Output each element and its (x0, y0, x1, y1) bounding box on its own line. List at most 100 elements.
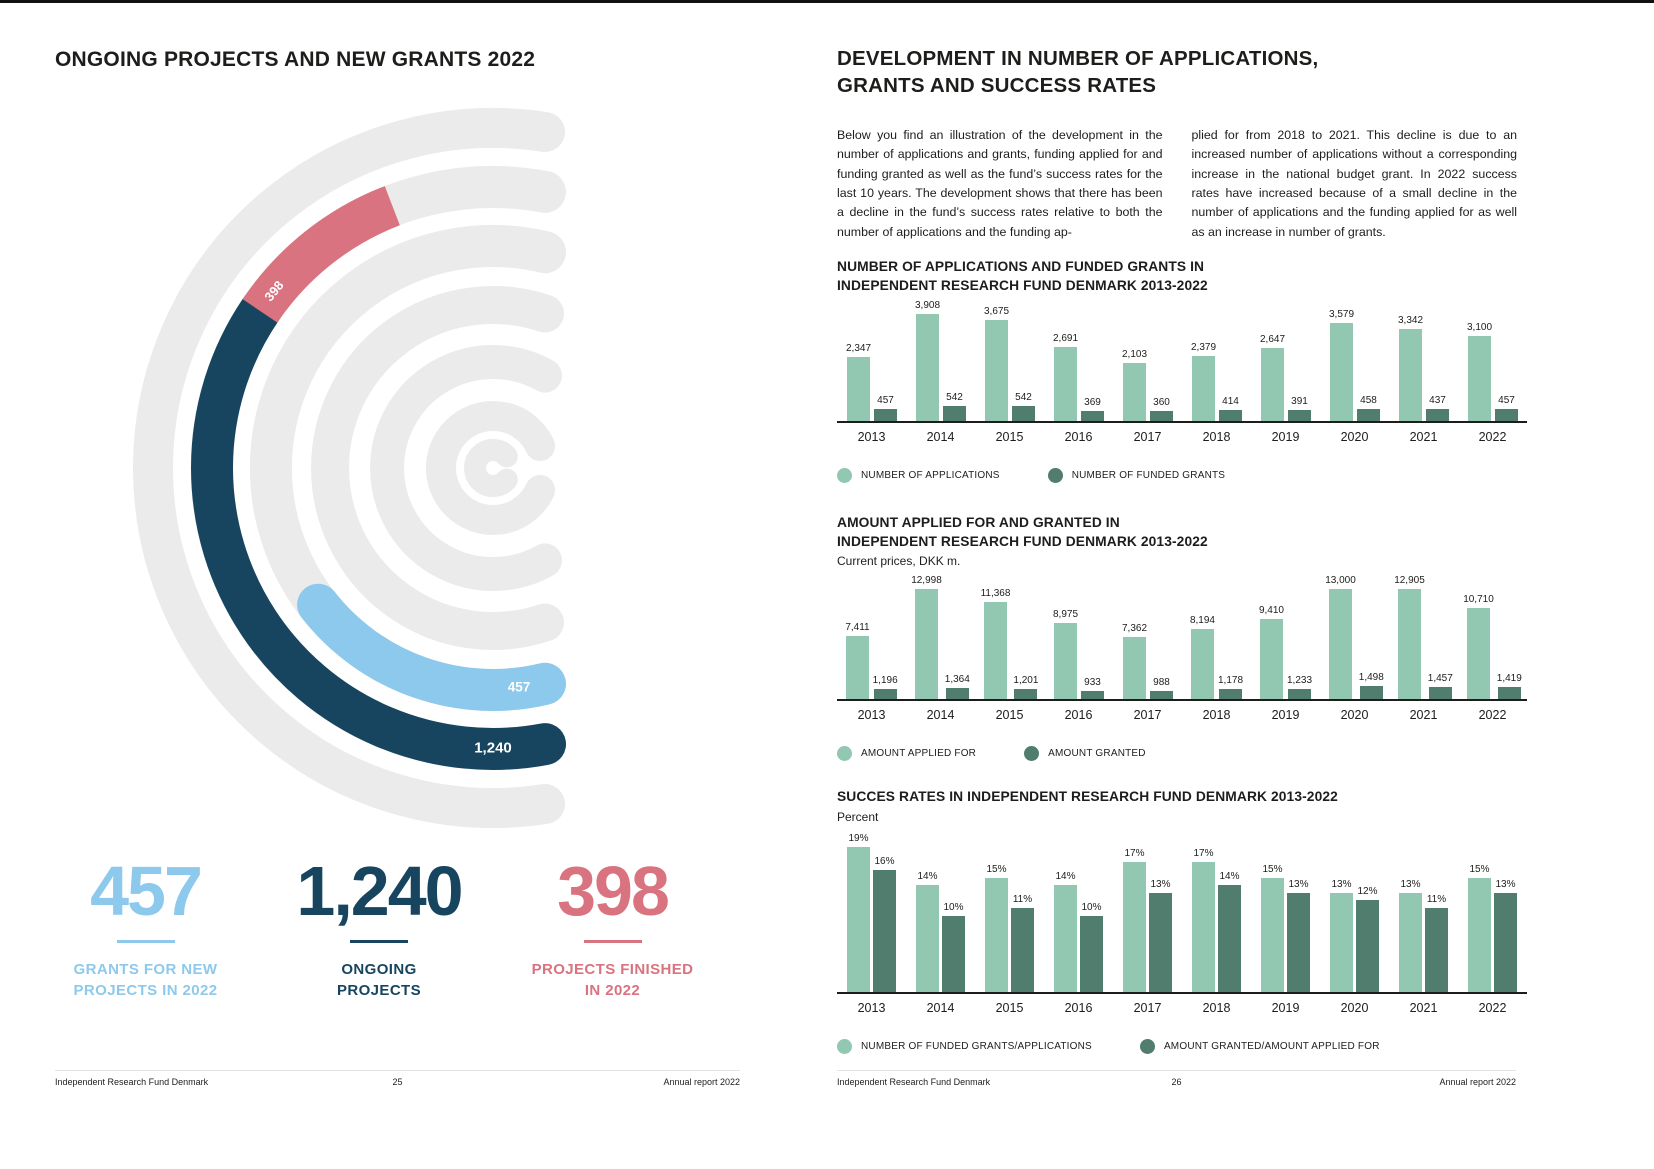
stat-value: 398 (557, 852, 670, 930)
intro-text: Below you find an illustration of the de… (837, 126, 1517, 242)
bar (874, 408, 898, 422)
bar-column: 13,000 (1325, 575, 1356, 700)
bar-value-label: 2,103 (1121, 349, 1148, 361)
chart-plot: 2,347 457 3,908 542 3,675 542 2,691 369 2,103 360… (837, 300, 1527, 424)
bar-value-label: 1,364 (944, 673, 970, 685)
chart-applications-and-grants: NUMBER OF APPLICATIONS AND FUNDED GRANTS… (837, 258, 1527, 484)
year-label: 2015 (995, 1000, 1024, 1015)
bar (1081, 411, 1105, 422)
bar (1219, 689, 1243, 700)
bar-value-label: 8,194 (1189, 615, 1215, 627)
bar-column: 10% (942, 902, 965, 992)
stat-underline (116, 940, 175, 943)
year-label: 2014 (926, 1000, 955, 1015)
bar-value-label: 12,998 (911, 574, 942, 586)
right-page-footer: Independent Research Fund Denmark 26 Ann… (837, 1070, 1516, 1087)
bar-group: 2,379 414 (1182, 342, 1251, 422)
bar-value-label: 7,411 (845, 622, 870, 634)
bar-value-label: 1,419 (1496, 673, 1522, 685)
chart-legend: NUMBER OF APPLICATIONS NUMBER OF FUNDED G… (837, 468, 1527, 484)
bar-column: 1,457 (1428, 673, 1453, 700)
bar-value-label: 16% (874, 856, 895, 868)
bar-group: 15% 11% (975, 864, 1044, 992)
bar (1012, 406, 1036, 422)
right-page-title: DEVELOPMENT IN NUMBER OF APPLICATIONS, G… (837, 47, 1319, 97)
bar-value-label: 13% (1400, 878, 1421, 890)
ring-arc (133, 108, 565, 828)
bar-group: 8,975 933 (1044, 609, 1113, 700)
arc-label-new-grants: 457 (508, 680, 531, 695)
bar-column: 12% (1356, 886, 1379, 992)
bar-group: 7,411 1,196 (837, 622, 906, 700)
bar-column: 542 (1012, 392, 1036, 422)
arc-label-ongoing: 1,240 (474, 740, 512, 757)
stat-ongoing-projects: 1,240 ONGOING PROJECTS (292, 856, 467, 1001)
bar-column: 12,998 (911, 575, 942, 700)
year-label: 2013 (857, 1000, 886, 1015)
bar-group: 3,100 457 (1458, 322, 1527, 422)
year-label: 2013 (857, 430, 886, 445)
bar-value-label: 458 (1360, 394, 1377, 406)
bar (983, 602, 1007, 700)
bar-column: 2,103 (1121, 349, 1148, 422)
bar (1218, 885, 1241, 992)
bar-value-label: 1,498 (1358, 672, 1384, 684)
legend-swatch-icon (837, 746, 852, 762)
bar-value-label: 19% (848, 833, 869, 845)
bar-value-label: 10% (943, 901, 964, 913)
bar (943, 406, 967, 422)
bar-column: 3,908 (915, 300, 940, 422)
bar-value-label: 1,178 (1218, 675, 1244, 687)
bar (985, 320, 1008, 422)
bar (1466, 608, 1490, 700)
bar-column: 1,196 (873, 675, 898, 700)
bar-column: 391 (1288, 396, 1312, 422)
bar (1259, 619, 1283, 700)
left-page-title: ONGOING PROJECTS AND NEW GRANTS 2022 (55, 48, 536, 71)
footer-org: Independent Research Fund Denmark (837, 1077, 991, 1087)
footer-org: Independent Research Fund Denmark (55, 1077, 209, 1087)
year-label: 2013 (857, 708, 886, 723)
bar-group: 17% 14% (1182, 848, 1251, 992)
year-label: 2016 (1064, 430, 1093, 445)
bar-value-label: 17% (1124, 848, 1145, 860)
year-label: 2018 (1202, 1000, 1231, 1015)
stat-value: 1,240 (296, 852, 463, 930)
bar (1261, 877, 1284, 992)
bar (1054, 885, 1077, 992)
bar-column: 457 (874, 395, 898, 422)
bar-group: 3,579 458 (1320, 309, 1389, 422)
bar-group: 2,103 360 (1113, 349, 1182, 422)
bar-column: 1,498 (1358, 672, 1384, 700)
bar-value-label: 11% (1426, 894, 1447, 906)
bar-group: 12,998 1,364 (906, 575, 975, 700)
bar-column: 13% (1399, 879, 1422, 992)
stat-label: PROJECTS FINISHED IN 2022 (531, 961, 694, 999)
bar-value-label: 15% (1262, 863, 1283, 875)
bar-group: 8,194 1,178 (1182, 615, 1251, 700)
bar-group: 15% 13% (1251, 864, 1320, 992)
bar-group: 14% 10% (906, 871, 975, 992)
legend-item: AMOUNT APPLIED FOR (837, 746, 976, 762)
bar-group: 7,362 988 (1113, 623, 1182, 700)
bar-group: 19% 16% (837, 833, 906, 992)
arc-ongoing-projects (191, 289, 566, 770)
legend-label: NUMBER OF APPLICATIONS (861, 470, 1000, 482)
bar-group: 15% 13% (1458, 864, 1527, 992)
legend-swatch-icon (837, 468, 852, 484)
bar-group: 14% 10% (1044, 871, 1113, 992)
bar-value-label: 14% (1055, 871, 1076, 883)
bar-column: 10,710 (1463, 594, 1494, 700)
chart-x-axis: 2013 2014 2015 2016 2017 2018 2019 2020 2021 2022 (837, 1001, 1527, 1015)
bar-value-label: 13% (1288, 878, 1309, 890)
arc-new-grants (297, 583, 566, 711)
bar (1468, 877, 1491, 992)
bar (945, 687, 969, 700)
bar (916, 885, 939, 992)
bar-value-label: 414 (1222, 395, 1239, 407)
bar-column: 2,691 (1053, 333, 1078, 422)
year-label: 2015 (995, 430, 1024, 445)
bar-column: 437 (1426, 395, 1450, 422)
bar-column: 13% (1494, 879, 1517, 992)
